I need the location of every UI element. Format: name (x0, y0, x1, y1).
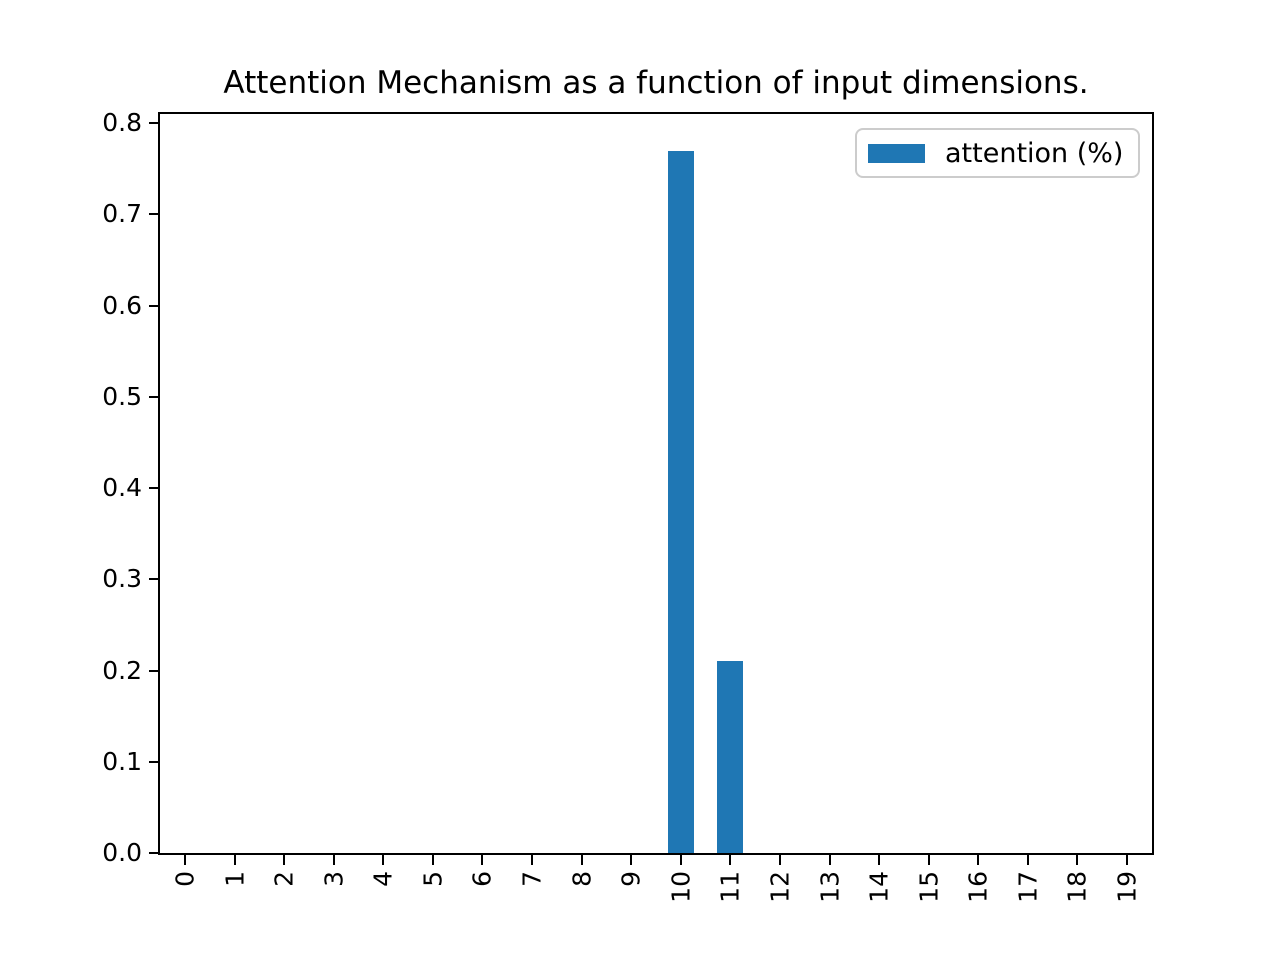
legend-label: attention (%) (945, 137, 1124, 169)
y-tick-label: 0.6 (102, 290, 142, 320)
y-tick-mark (149, 760, 159, 763)
y-tick-label: 0.8 (102, 108, 142, 138)
x-tick-mark (778, 855, 781, 865)
x-tick-label: 12 (765, 871, 795, 903)
x-tick-label: 8 (566, 871, 596, 887)
plot-area (158, 112, 1154, 855)
x-tick-mark (481, 855, 484, 865)
x-tick-mark (431, 855, 434, 865)
y-tick-label: 0.0 (102, 838, 142, 867)
x-tick-mark (1026, 855, 1029, 865)
x-tick-label: 10 (666, 871, 696, 903)
y-tick-mark (149, 122, 159, 125)
legend: attention (%) (855, 128, 1140, 178)
x-tick-label: 2 (269, 871, 299, 887)
y-tick-label: 0.7 (102, 199, 142, 229)
x-tick-label: 9 (616, 871, 646, 887)
y-tick-label: 0.3 (102, 564, 142, 594)
x-tick-mark (630, 855, 633, 865)
x-tick-label: 16 (963, 871, 993, 903)
x-tick-mark (531, 855, 534, 865)
x-tick-label: 15 (913, 871, 943, 903)
y-tick-label: 0.1 (102, 746, 142, 776)
x-tick-mark (580, 855, 583, 865)
x-tick-label: 6 (467, 871, 497, 887)
chart-title: Attention Mechanism as a function of inp… (223, 65, 1089, 101)
x-tick-mark (729, 855, 732, 865)
x-tick-mark (927, 855, 930, 865)
x-tick-label: 5 (418, 871, 448, 887)
y-tick-mark (149, 304, 159, 307)
x-tick-label: 11 (715, 871, 745, 903)
y-tick-label: 0.4 (102, 473, 142, 503)
x-tick-label: 0 (170, 871, 200, 887)
x-tick-label: 14 (864, 871, 894, 903)
x-tick-label: 4 (368, 871, 398, 887)
x-tick-mark (878, 855, 881, 865)
x-tick-mark (382, 855, 385, 865)
y-tick-label: 0.2 (102, 655, 142, 685)
x-tick-label: 7 (517, 871, 547, 887)
legend-swatch (868, 143, 925, 163)
x-tick-label: 3 (318, 871, 348, 887)
bar-11 (717, 661, 744, 853)
x-tick-mark (184, 855, 186, 865)
y-tick-mark (149, 395, 159, 398)
y-tick-mark (149, 852, 159, 854)
x-tick-mark (977, 855, 980, 865)
bar-10 (667, 150, 694, 853)
x-tick-mark (679, 855, 682, 865)
x-tick-mark (828, 855, 831, 865)
x-tick-label: 18 (1062, 871, 1092, 903)
x-tick-mark (283, 855, 286, 865)
x-tick-mark (233, 855, 236, 865)
y-tick-mark (149, 578, 159, 581)
x-tick-label: 1 (219, 871, 249, 887)
x-tick-mark (1076, 855, 1079, 865)
x-tick-label: 17 (1013, 871, 1043, 903)
y-tick-mark (149, 213, 159, 216)
y-tick-mark (149, 669, 159, 672)
y-tick-mark (149, 487, 159, 490)
x-tick-label: 19 (1112, 871, 1142, 903)
x-tick-label: 13 (814, 871, 844, 903)
y-tick-label: 0.5 (102, 381, 142, 411)
x-tick-mark (332, 855, 335, 865)
x-tick-mark (1126, 855, 1128, 865)
